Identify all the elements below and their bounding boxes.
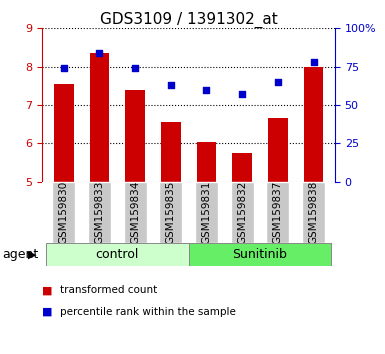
Bar bbox=[304, 68, 323, 182]
Text: ■: ■ bbox=[42, 285, 53, 295]
Point bbox=[132, 65, 138, 71]
Point bbox=[96, 50, 102, 56]
Bar bbox=[197, 142, 216, 182]
Text: GSM159835: GSM159835 bbox=[166, 181, 176, 244]
Bar bbox=[52, 182, 75, 243]
Text: Sunitinib: Sunitinib bbox=[233, 248, 288, 261]
Text: agent: agent bbox=[2, 248, 38, 261]
Bar bbox=[90, 53, 109, 182]
Bar bbox=[195, 182, 218, 243]
Text: ▶: ▶ bbox=[28, 249, 36, 259]
Point bbox=[239, 91, 245, 97]
Bar bbox=[124, 182, 147, 243]
Bar bbox=[268, 119, 288, 182]
Text: GSM159830: GSM159830 bbox=[59, 181, 69, 244]
Point bbox=[168, 82, 174, 88]
Point bbox=[203, 87, 209, 92]
Bar bbox=[46, 243, 189, 266]
Bar bbox=[159, 182, 182, 243]
Title: GDS3109 / 1391302_at: GDS3109 / 1391302_at bbox=[100, 12, 278, 28]
Text: GSM159837: GSM159837 bbox=[273, 181, 283, 244]
Bar bbox=[88, 182, 111, 243]
Text: GSM159832: GSM159832 bbox=[237, 181, 247, 244]
Bar bbox=[54, 84, 74, 182]
Bar bbox=[189, 243, 331, 266]
Point bbox=[61, 65, 67, 71]
Point bbox=[310, 59, 316, 65]
Point bbox=[275, 79, 281, 85]
Text: ■: ■ bbox=[42, 307, 53, 316]
Text: transformed count: transformed count bbox=[60, 285, 157, 295]
Bar bbox=[233, 153, 252, 182]
Text: percentile rank within the sample: percentile rank within the sample bbox=[60, 307, 236, 316]
Bar bbox=[125, 91, 145, 182]
Text: GSM159831: GSM159831 bbox=[201, 181, 211, 244]
Bar bbox=[231, 182, 254, 243]
Bar bbox=[302, 182, 325, 243]
Bar bbox=[161, 122, 181, 182]
Text: GSM159838: GSM159838 bbox=[308, 181, 318, 244]
Text: control: control bbox=[95, 248, 139, 261]
Text: GSM159833: GSM159833 bbox=[94, 181, 104, 244]
Text: GSM159834: GSM159834 bbox=[130, 181, 140, 244]
Bar bbox=[266, 182, 290, 243]
